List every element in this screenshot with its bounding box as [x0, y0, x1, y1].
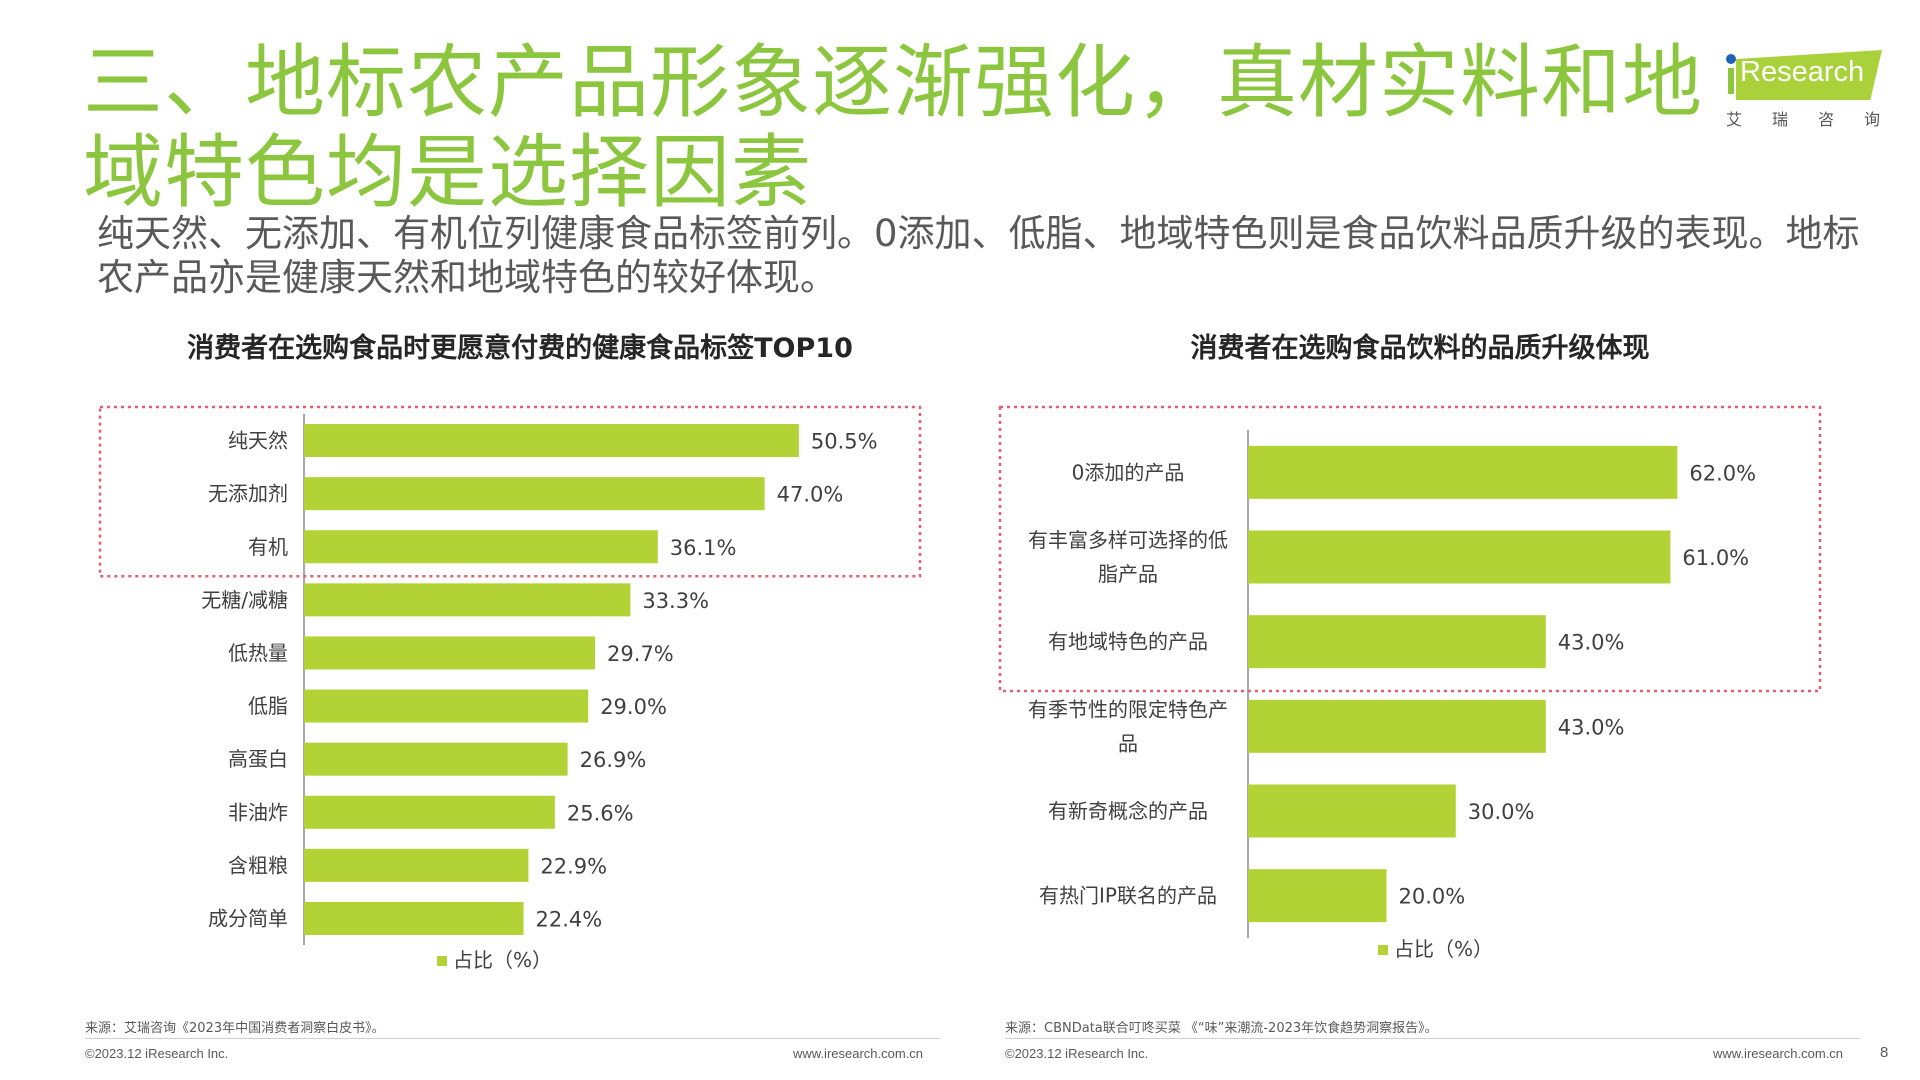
chart-1-category-label: 有季节性的限定特色产: [1028, 697, 1228, 721]
chart-0-category-label: 无添加剂: [208, 482, 288, 506]
chart-0-bar: [304, 795, 555, 829]
logo-i-stem: [1728, 68, 1734, 94]
chart-0-category-label: 成分简单: [208, 906, 288, 930]
chart-0-bar: [304, 901, 524, 935]
chart-0-bar: [304, 848, 529, 882]
right-source-note: 来源：CBNData联合叮咚买菜 《“味”来潮流-2023年饮食趋势洞察报告》。: [1005, 1021, 1438, 1036]
page-title: 三、地标农产品形象逐渐强化，真材实料和地域特色均是选择因素: [83, 36, 1703, 219]
chart-0-highlight-box: [98, 405, 922, 578]
chart-1-value-label: 30.0%: [1468, 800, 1535, 824]
logo-text: Research: [1740, 56, 1865, 88]
chart-0-bar: [304, 742, 568, 776]
chart-1-value-label: 20.0%: [1399, 885, 1466, 909]
chart-0-value-label: 26.9%: [580, 748, 647, 772]
chart-1-value-label: 43.0%: [1558, 715, 1625, 739]
chart-0-value-label: 22.4%: [536, 907, 603, 931]
chart-1-bar: [1248, 699, 1546, 753]
chart-1-highlight-box: [998, 405, 1822, 693]
chart-1-bar: [1248, 445, 1678, 499]
chart-0-category-label: 低脂: [248, 694, 288, 718]
page-subtitle: 纯天然、无添加、有机位列健康食品标签前列。0添加、低脂、地域特色则是食品饮料品质…: [97, 212, 1860, 299]
chart-1-legend-swatch: [1378, 945, 1388, 955]
chart-0-value-label: 36.1%: [670, 536, 737, 560]
chart-0-bar: [304, 424, 799, 458]
chart-0-category-label: 无糖/减糖: [201, 588, 288, 612]
chart-0-legend-label: 占比（%）: [453, 948, 552, 972]
chart-0-value-label: 33.3%: [642, 589, 709, 613]
chart-1-category-label: 有热门IP联名的产品: [1039, 884, 1217, 908]
chart-1-value-label: 62.0%: [1689, 461, 1756, 485]
right-footer-divider: [1005, 1038, 1860, 1039]
chart-0-value-label: 25.6%: [567, 801, 634, 825]
logo-cn-char: 艾: [1726, 110, 1743, 129]
logo-cn-char: 瑞: [1771, 110, 1788, 129]
chart-1-bar: [1248, 615, 1546, 669]
left-copyright: ©2023.12 iResearch Inc.: [85, 1046, 229, 1061]
logo-i-dot: [1726, 54, 1736, 64]
chart-1-category-label: 品: [1118, 731, 1138, 755]
chart-0-value-label: 47.0%: [777, 483, 844, 507]
chart-0-value-label: 29.7%: [607, 642, 674, 666]
chart-0-bar: [304, 689, 589, 723]
chart-0-legend-swatch: [437, 956, 447, 966]
chart-0-value-label: 50.5%: [811, 430, 878, 454]
left-chart-title: 消费者在选购食品时更愿意付费的健康食品标签TOP10: [187, 333, 853, 364]
chart-1-category-label: 脂产品: [1098, 562, 1158, 586]
chart-1-category-label: 有丰富多样可选择的低: [1028, 528, 1228, 552]
chart-0-value-label: 29.0%: [600, 695, 667, 719]
chart-0-category-label: 含粗粮: [228, 853, 288, 877]
right-website-link[interactable]: www.iresearch.com.cn: [1713, 1046, 1844, 1061]
chart-0-bar: [304, 583, 631, 617]
chart-0-category-label: 有机: [248, 535, 288, 559]
chart-1-bar: [1248, 784, 1456, 838]
chart-0-bar: [304, 636, 596, 670]
chart-1-value-label: 61.0%: [1682, 546, 1749, 570]
right-copyright: ©2023.12 iResearch Inc.: [1005, 1046, 1149, 1061]
chart-1-legend-label: 占比（%）: [1394, 937, 1493, 961]
left-footer-divider: [85, 1038, 940, 1039]
iresearch-logo: Research 艾 瑞 咨 询: [1722, 42, 1884, 132]
chart-0-category-label: 高蛋白: [228, 747, 288, 771]
chart-0-bar: [304, 530, 658, 564]
chart-1-bar: [1248, 869, 1387, 923]
chart-1-value-label: 43.0%: [1558, 631, 1625, 655]
chart-0-bar: [304, 477, 765, 511]
logo-cn: 艾 瑞 咨 询: [1722, 106, 1884, 130]
left-website-link[interactable]: www.iresearch.com.cn: [793, 1046, 924, 1061]
page-number: 8: [1880, 1044, 1889, 1061]
logo-cn-char: 咨: [1817, 110, 1834, 129]
chart-1-category-label: 有地域特色的产品: [1048, 630, 1208, 654]
chart-1-category-label: 有新奇概念的产品: [1048, 799, 1208, 823]
right-chart-title: 消费者在选购食品饮料的品质升级体现: [1190, 333, 1650, 364]
chart-0-value-label: 22.9%: [540, 854, 607, 878]
chart-1-category-label: 0添加的产品: [1072, 460, 1185, 484]
chart-0-category-label: 纯天然: [228, 429, 288, 453]
logo-cn-char: 询: [1863, 110, 1880, 129]
left-source-note: 来源：艾瑞咨询《2023年中国消费者洞察白皮书》。: [85, 1021, 385, 1036]
chart-0-category-label: 非油炸: [228, 800, 288, 824]
chart-0-category-label: 低热量: [228, 641, 288, 665]
logo-banner: [1736, 50, 1882, 100]
chart-1-bar: [1248, 530, 1671, 584]
